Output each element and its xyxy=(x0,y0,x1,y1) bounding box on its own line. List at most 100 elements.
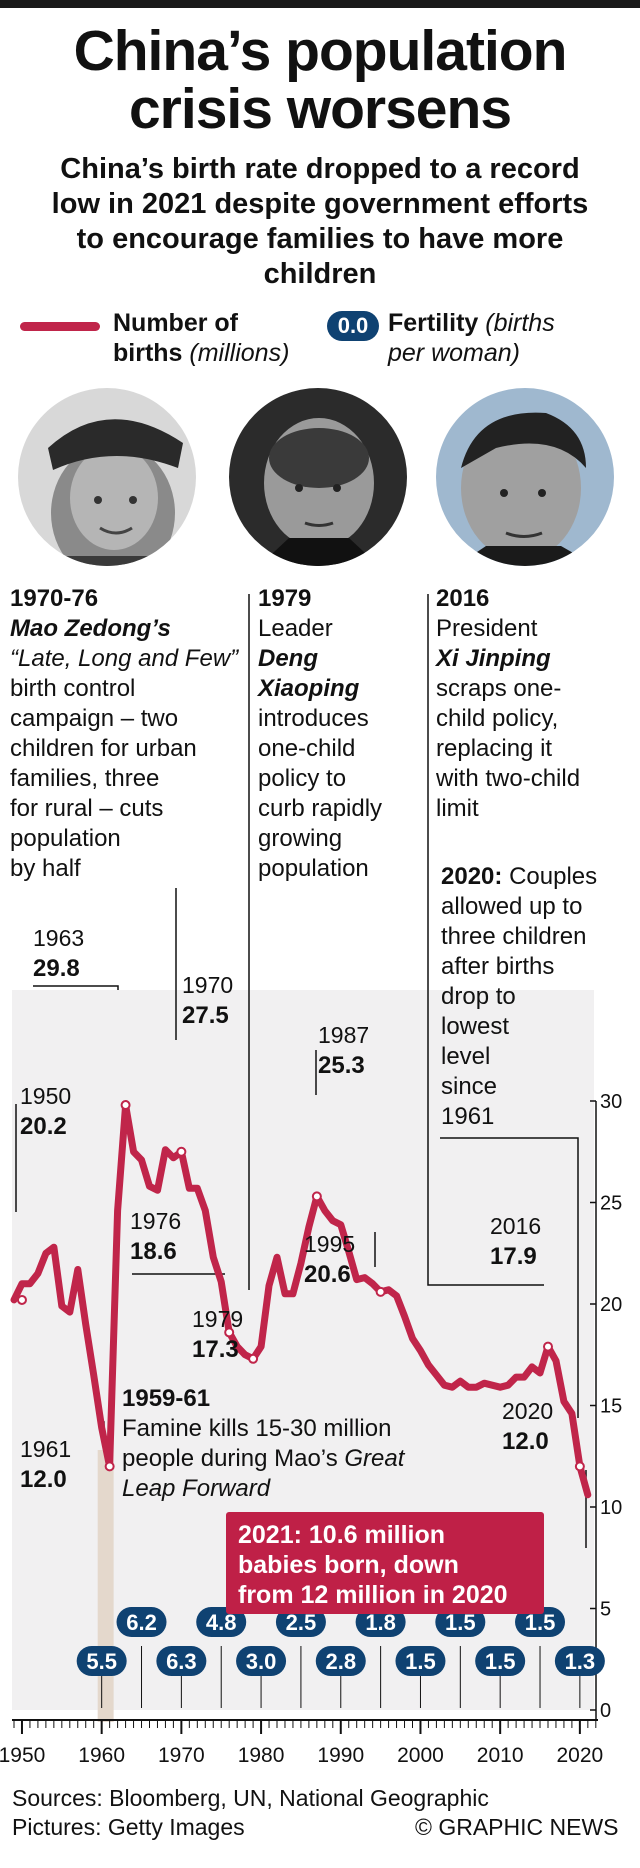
fertility-value: 6.3 xyxy=(166,1649,197,1674)
point-label-value: 29.8 xyxy=(33,955,80,982)
x-tick-label: 2020 xyxy=(557,1744,604,1767)
mao-name: Mao Zedong’s xyxy=(10,615,171,642)
x-tick-label: 1980 xyxy=(238,1744,285,1767)
point-1976 xyxy=(224,1327,235,1338)
fertility-badge-2020 xyxy=(554,1646,605,1676)
mao-quote: “Late, Long and Few” xyxy=(10,645,239,672)
point-label-year: 2020 xyxy=(502,1398,553,1424)
x-tick-label: 2010 xyxy=(477,1744,524,1767)
deng-year: 1979 xyxy=(258,585,312,612)
y-tick-label: 30 xyxy=(600,1091,622,1113)
portrait-deng xyxy=(229,388,407,566)
deng-line: policy to xyxy=(258,765,347,792)
mao-line: for rural – cuts xyxy=(10,795,164,822)
page-title: China’s population crisis worsens xyxy=(0,22,640,138)
xi-line: child policy, xyxy=(436,705,559,732)
x-tick-label: 1990 xyxy=(317,1744,364,1767)
famine-line3: Leap Forward xyxy=(122,1475,271,1502)
y2020-line: since xyxy=(441,1073,498,1100)
title-line-1: China’s population xyxy=(73,19,568,83)
mao-text1: birth control xyxy=(10,675,136,702)
legend-fertility-badge: 0.0 xyxy=(327,311,379,341)
point-label-year: 1961 xyxy=(20,1436,71,1462)
fertility-value: 1.5 xyxy=(485,1649,516,1674)
annotation-2020: 2020: Couples allowed up to three childr… xyxy=(441,862,631,1132)
fertility-value: 4.8 xyxy=(206,1610,237,1635)
point-label-value: 27.5 xyxy=(182,1002,229,1029)
legend-fertility-unit2: per woman) xyxy=(388,339,520,367)
y2020-line: allowed up to xyxy=(441,893,583,920)
fertility-badge-1990 xyxy=(315,1646,366,1676)
famine-year: 1959-61 xyxy=(122,1385,211,1412)
legend-births: Number of births (millions) xyxy=(113,308,289,368)
fertility-badge-2005 xyxy=(435,1607,486,1637)
fertility-badge-1980 xyxy=(236,1646,287,1676)
point-label-year: 1995 xyxy=(304,1231,355,1257)
famine-band xyxy=(97,1450,114,1722)
fertility-value: 1.5 xyxy=(445,1610,476,1635)
y2020-line: 1961 xyxy=(441,1103,495,1130)
x-tick-label: 1970 xyxy=(158,1744,205,1767)
mao-line: population xyxy=(10,825,121,852)
xi-line: limit xyxy=(436,795,479,822)
xi-line: with two-child xyxy=(436,765,581,792)
famine-line1: Famine kills 15-30 million xyxy=(122,1415,392,1442)
fertility-badge-2015 xyxy=(515,1607,566,1637)
top-bar xyxy=(0,0,640,8)
y2020-line: drop to xyxy=(441,983,516,1010)
y-tick-label: 5 xyxy=(600,1599,611,1621)
famine-line2: people during Mao’s xyxy=(122,1445,338,1472)
x-tick-label: 2000 xyxy=(397,1744,444,1767)
fertility-value: 1.8 xyxy=(365,1610,396,1635)
deng-pre: Leader xyxy=(258,615,333,642)
fertility-value: 2.8 xyxy=(325,1649,356,1674)
mao-line: campaign – two xyxy=(10,705,179,732)
y-tick-label: 10 xyxy=(600,1497,622,1519)
footer-pictures: Pictures: Getty Images xyxy=(12,1814,245,1840)
highlight-points xyxy=(16,1100,585,1472)
callout-line xyxy=(427,594,544,1286)
xi-line: replacing it xyxy=(436,735,553,762)
title-line-2: crisis worsens xyxy=(128,77,512,141)
point-2016 xyxy=(542,1341,553,1352)
callout-2021-line: 2021: 10.6 million xyxy=(238,1521,446,1549)
point-label-year: 1950 xyxy=(20,1083,71,1109)
point-label-value: 18.6 xyxy=(130,1238,177,1265)
footer-sources: Sources: Bloomberg, UN, National Geograp… xyxy=(12,1785,489,1811)
fertility-value: 1.3 xyxy=(565,1649,596,1674)
fertility-value: 5.5 xyxy=(86,1649,117,1674)
legend-fertility: Fertility (births per woman) xyxy=(388,308,555,368)
legend-births-swatch xyxy=(20,322,100,331)
portrait-mao xyxy=(18,388,196,566)
callout-line xyxy=(33,985,119,990)
legend-fertility-label: Fertility xyxy=(388,309,479,337)
x-tick-label: 1960 xyxy=(78,1744,125,1767)
point-1963 xyxy=(120,1100,131,1111)
fertility-badges: 5.5 6.2 6.3 4.8 3.0 2.5 2.8 1.8 1.5 1.5 1.5 1.5 1.3 xyxy=(76,1607,605,1708)
point-label-year: 1987 xyxy=(318,1022,369,1048)
fertility-badge-1970 xyxy=(156,1646,207,1676)
annotation-mao: 1970-76 Mao Zedong’s “Late, Long and Few… xyxy=(10,584,240,884)
point-label-value: 12.0 xyxy=(502,1428,549,1455)
legend-fertility-unit1: (births xyxy=(485,309,555,337)
y2020-first: Couples xyxy=(509,863,598,890)
y-tick-label: 0 xyxy=(600,1700,611,1722)
y-tick-label: 20 xyxy=(600,1294,622,1316)
xi-year: 2016 xyxy=(436,585,490,612)
portrait-xi-icon xyxy=(436,388,614,566)
point-label-value: 25.3 xyxy=(318,1052,365,1079)
y2020-line: after births xyxy=(441,953,555,980)
y-tick-label: 25 xyxy=(600,1193,622,1215)
callout-2021: 2021: 10.6 million babies born, down fro… xyxy=(226,1512,544,1614)
fertility-value: 2.5 xyxy=(286,1610,317,1635)
y2020-year: 2020: xyxy=(441,863,503,890)
portrait-xi xyxy=(436,388,614,566)
xi-name: Xi Jinping xyxy=(436,645,551,672)
fertility-badge-1995 xyxy=(355,1607,406,1637)
callout-line xyxy=(440,1137,579,1418)
fertility-badge-1960 xyxy=(76,1646,127,1676)
y-axis: 0 5 10 15 20 25 30 xyxy=(590,1091,622,1722)
legend-births-unit: (millions) xyxy=(189,339,290,367)
fertility-value: 1.5 xyxy=(405,1649,436,1674)
deng-name2: Xiaoping xyxy=(258,675,360,702)
